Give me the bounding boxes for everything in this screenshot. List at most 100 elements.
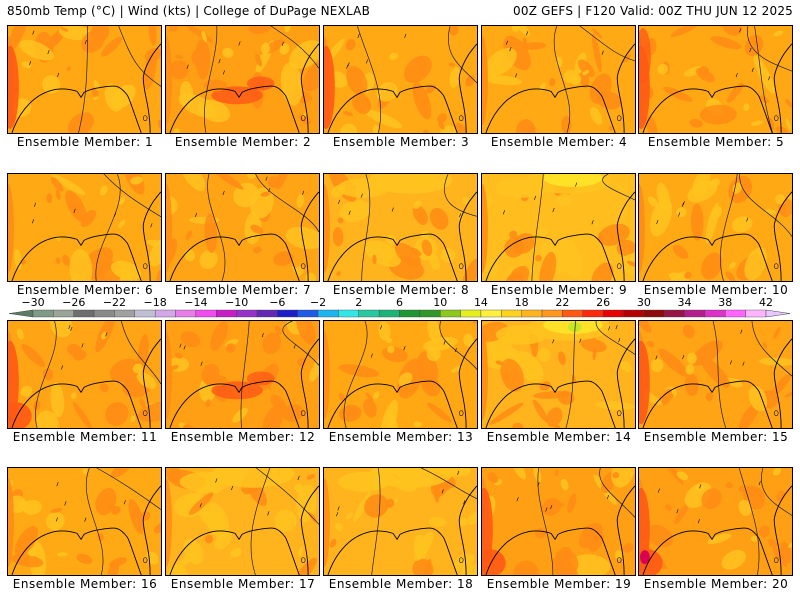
temperature-shading-patch [656, 182, 671, 212]
temperature-shading-patch [773, 326, 781, 339]
wind-barb [751, 67, 754, 72]
wind-barb [56, 482, 59, 487]
lake-outline [142, 263, 148, 269]
temperature-shading-patch [668, 272, 683, 280]
contour-line [738, 468, 760, 575]
colorbar-swatch [32, 309, 54, 318]
temperature-shading-patch [710, 36, 742, 50]
temperature-shading-patch [725, 271, 736, 281]
temperature-shading-patch [639, 27, 651, 84]
temperature-shading-patch [166, 35, 172, 126]
wind-barb [699, 484, 702, 489]
atlantic-coastline [300, 485, 319, 575]
temperature-shading-patch [432, 337, 437, 342]
temperature-shading-patch [743, 103, 750, 111]
temperature-shading-patch [701, 252, 723, 280]
temperature-shading-patch [42, 368, 54, 381]
temperature-shading-patch [156, 269, 161, 281]
wind-barb [61, 365, 64, 370]
ensemble-member-map [165, 25, 320, 134]
temperature-shading-patch [658, 348, 689, 377]
contour-line [207, 174, 226, 281]
colorbar-swatch [419, 309, 441, 318]
ensemble-member-label: Ensemble Member: 2 [174, 135, 312, 149]
temperature-shading-patch [705, 392, 714, 402]
temperature-shading-patch [61, 254, 70, 266]
temperature-shading-patch [546, 407, 563, 427]
colorbar-swatch [704, 309, 726, 318]
temperature-shading-patch [420, 375, 441, 397]
temperature-shading-patch [578, 522, 603, 549]
temperature-shading-patch [364, 494, 389, 518]
contour-line [204, 26, 218, 133]
atlantic-coastline [773, 43, 792, 133]
colorbar-swatch [725, 309, 746, 318]
temperature-shading-patch [682, 324, 695, 339]
ensemble-member-map [7, 25, 162, 134]
temperature-shading-patch [509, 230, 518, 240]
temperature-shading-patch [72, 349, 87, 361]
wind-barb [360, 193, 363, 198]
gulf-coastline [169, 233, 300, 281]
colorbar-swatch [480, 309, 502, 318]
temperature-shading-patch [112, 84, 136, 109]
temperature-shading-patch [453, 553, 475, 571]
temperature-shading-patch [148, 26, 157, 46]
temperature-shading-patch [99, 383, 109, 393]
temperature-shading-patch [302, 112, 308, 118]
wind-barb [222, 190, 225, 196]
temperature-shading-patch [721, 550, 746, 570]
temperature-shading-patch [35, 410, 59, 428]
lake-outline [616, 557, 622, 563]
temperature-shading-patch [551, 423, 561, 428]
temperature-shading-patch [109, 557, 127, 568]
temperature-shading-patch [413, 421, 423, 428]
ensemble-member-label: Ensemble Member: 17 [170, 577, 316, 591]
temperature-shading-patch [669, 393, 674, 399]
temperature-shading-patch [454, 122, 468, 133]
temperature-shading-patch [91, 87, 99, 98]
wind-barb [682, 201, 685, 206]
ensemble-member-map [7, 467, 162, 576]
temperature-shading-patch [199, 250, 218, 270]
temperature-shading-patch [46, 193, 53, 204]
temperature-shading-patch [495, 360, 504, 366]
colorbar-swatch [317, 309, 339, 318]
wind-barb [729, 360, 732, 365]
temperature-shading-patch [339, 200, 371, 223]
wind-barb [735, 73, 738, 78]
temperature-shading-patch [767, 539, 778, 548]
colorbar-under-arrow [8, 309, 34, 318]
colorbar-tick-label: −2 [310, 296, 326, 309]
colorbar-swatch [399, 309, 421, 318]
wind-barb [32, 30, 35, 35]
temperature-field [166, 468, 319, 575]
wind-barb [186, 64, 189, 69]
temperature-shading-patch [515, 119, 535, 133]
temperature-shading-patch [722, 26, 743, 36]
temperature-shading-patch [185, 230, 193, 240]
temperature-shading-patch [552, 555, 579, 575]
temperature-shading-patch [345, 512, 354, 520]
temperature-shading-patch [69, 202, 78, 210]
colorbar-swatch [338, 309, 359, 318]
temperature-shading-patch [27, 548, 37, 557]
temperature-shading-patch [650, 358, 664, 373]
temperature-shading-patch [20, 385, 33, 397]
temperature-shading-patch [726, 377, 743, 388]
temperature-shading-patch [458, 211, 463, 222]
atlantic-coastline [142, 485, 161, 575]
contour-line [35, 321, 57, 428]
colorbar-tick-label: −26 [62, 296, 85, 309]
wind-barb [739, 28, 742, 33]
temperature-shading-patch [50, 177, 64, 192]
lake-outline [142, 557, 148, 563]
temperature-field [482, 26, 635, 133]
temperature-shading-patch [204, 213, 217, 254]
wind-barb [404, 33, 407, 38]
temperature-shading-patch [229, 548, 242, 558]
wind-barb [114, 212, 117, 217]
wind-barb [403, 346, 406, 351]
contour-line [95, 174, 121, 281]
temperature-shading-patch [80, 209, 97, 228]
